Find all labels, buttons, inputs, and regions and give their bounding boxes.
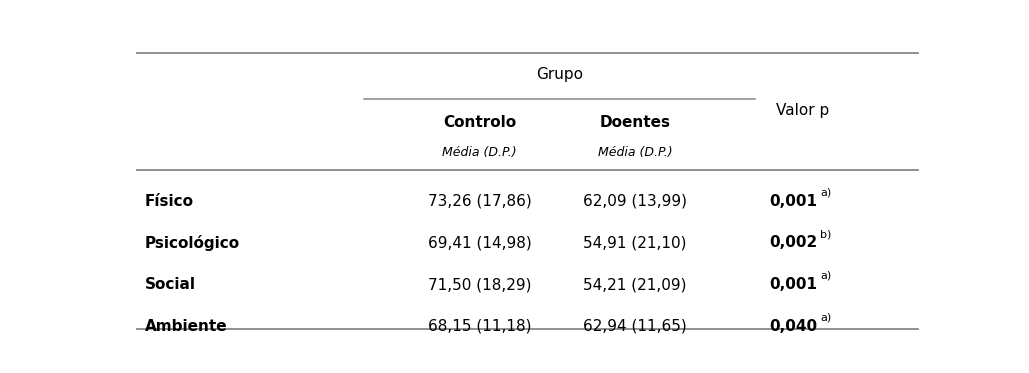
Text: Média (D.P.): Média (D.P.): [442, 146, 517, 159]
Text: Média (D.P.): Média (D.P.): [598, 146, 672, 159]
Text: 62,94 (11,65): 62,94 (11,65): [583, 319, 687, 334]
Text: 54,91 (21,10): 54,91 (21,10): [583, 235, 686, 250]
Text: 68,15 (11,18): 68,15 (11,18): [428, 319, 531, 334]
Text: b): b): [820, 229, 831, 239]
Text: 62,09 (13,99): 62,09 (13,99): [583, 194, 687, 209]
Text: 0,002: 0,002: [769, 235, 817, 250]
Text: 69,41 (14,98): 69,41 (14,98): [428, 235, 531, 250]
Text: Psicológico: Psicológico: [144, 235, 240, 251]
Text: a): a): [820, 271, 831, 281]
Text: Doentes: Doentes: [600, 115, 671, 130]
Text: 0,001: 0,001: [769, 194, 817, 209]
Text: a): a): [820, 313, 831, 323]
Text: 0,040: 0,040: [769, 319, 817, 334]
Text: Social: Social: [144, 277, 196, 292]
Text: 54,21 (21,09): 54,21 (21,09): [583, 277, 686, 292]
Text: 73,26 (17,86): 73,26 (17,86): [428, 194, 531, 209]
Text: 0,001: 0,001: [769, 277, 817, 292]
Text: Valor p: Valor p: [776, 103, 829, 118]
Text: Controlo: Controlo: [442, 115, 517, 130]
Text: Físico: Físico: [144, 194, 193, 209]
Text: Ambiente: Ambiente: [144, 319, 227, 334]
Text: Grupo: Grupo: [536, 68, 582, 82]
Text: a): a): [820, 188, 831, 198]
Text: 71,50 (18,29): 71,50 (18,29): [428, 277, 531, 292]
